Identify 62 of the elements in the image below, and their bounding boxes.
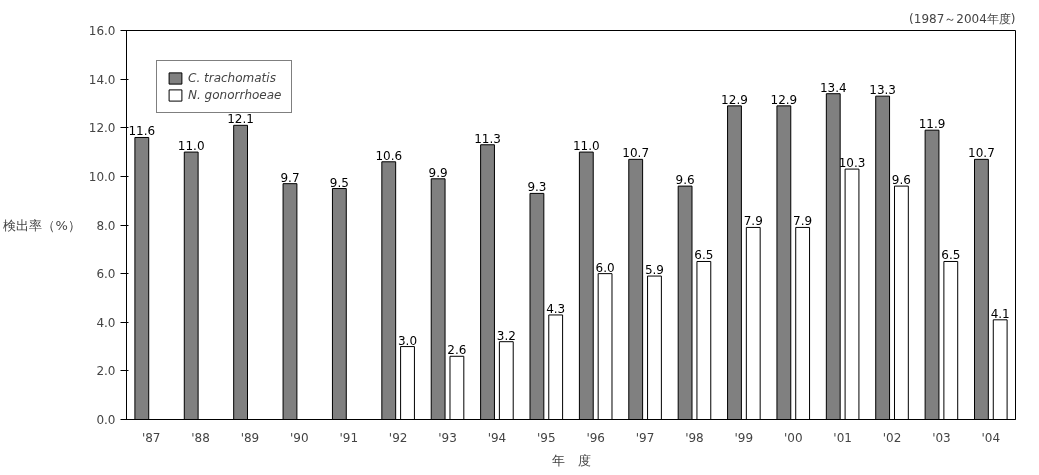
data-label: 12.9 — [770, 92, 798, 107]
x-tick-label: '99 — [734, 430, 754, 445]
data-label: 7.9 — [743, 214, 763, 229]
x-tick-label: '92 — [388, 430, 408, 445]
data-label: 10.7 — [968, 146, 995, 161]
x-tick-label: '96 — [586, 430, 605, 445]
data-label: 9.6 — [675, 173, 695, 188]
data-label: 10.7 — [622, 146, 650, 161]
x-tick-label: '93 — [438, 430, 457, 445]
x-tick-label: '95 — [537, 430, 556, 445]
data-label: 6.5 — [694, 248, 714, 263]
x-tick-label: '91 — [339, 430, 359, 445]
data-label: 13.4 — [819, 80, 847, 95]
data-label: 4.3 — [546, 301, 566, 316]
y-tick-label: 4.0 — [96, 315, 116, 330]
y-tick-label: 6.0 — [96, 267, 116, 282]
x-axis-title: 年 度 — [551, 452, 591, 468]
x-tick-label: '90 — [290, 430, 309, 445]
data-label: 3.2 — [496, 328, 516, 343]
y-tick-label: 12.0 — [88, 121, 116, 136]
data-label: 9.9 — [428, 165, 448, 180]
data-label: 9.5 — [329, 175, 349, 190]
data-label: 11.6 — [128, 124, 156, 139]
data-label: 5.9 — [644, 263, 665, 278]
data-label: 9.6 — [891, 173, 911, 188]
x-tick-label: '88 — [191, 430, 210, 445]
data-label: 3.0 — [397, 333, 418, 348]
data-label: 11.0 — [572, 139, 600, 154]
y-tick-label: 2.0 — [96, 364, 116, 379]
data-label: 6.5 — [941, 248, 961, 263]
x-tick-label: '00 — [783, 430, 803, 445]
x-tick-label: '02 — [882, 430, 902, 445]
data-label: 13.3 — [869, 83, 896, 98]
legend-label: N. gonorrhoeae — [188, 88, 282, 102]
data-label: 7.9 — [793, 214, 813, 229]
x-tick-label: '87 — [141, 430, 161, 445]
y-axis-title: 検出率（%） — [3, 217, 81, 233]
y-tick-label: 14.0 — [88, 72, 116, 87]
y-tick-label: 8.0 — [96, 218, 116, 233]
y-tick-label: 16.0 — [88, 24, 116, 38]
x-tick-label: '94 — [487, 430, 507, 445]
x-tick-label: '01 — [833, 430, 852, 445]
data-label: 9.3 — [527, 180, 547, 195]
data-label: 6.0 — [595, 260, 615, 275]
x-tick-label: '89 — [240, 430, 260, 445]
x-tick-label: '04 — [981, 430, 1001, 445]
data-label: 11.3 — [474, 131, 501, 146]
data-label: 10.6 — [375, 148, 403, 163]
data-label: 12.1 — [227, 112, 254, 127]
data-label: 11.9 — [918, 117, 946, 132]
data-label: 11.0 — [177, 139, 205, 154]
data-label: 4.1 — [990, 306, 1010, 321]
y-tick-label: 10.0 — [88, 169, 116, 184]
x-tick-label: '97 — [635, 430, 655, 445]
y-tick-label: 0.0 — [96, 413, 116, 427]
data-label: 2.6 — [447, 343, 467, 358]
text: (1987～2004年度) — [909, 11, 1016, 26]
x-tick-label: '03 — [932, 430, 951, 445]
data-label: 12.9 — [721, 92, 748, 107]
x-tick-label: '98 — [685, 430, 704, 445]
data-label: 9.7 — [280, 170, 300, 185]
legend-label: C. trachomatis — [188, 71, 276, 85]
